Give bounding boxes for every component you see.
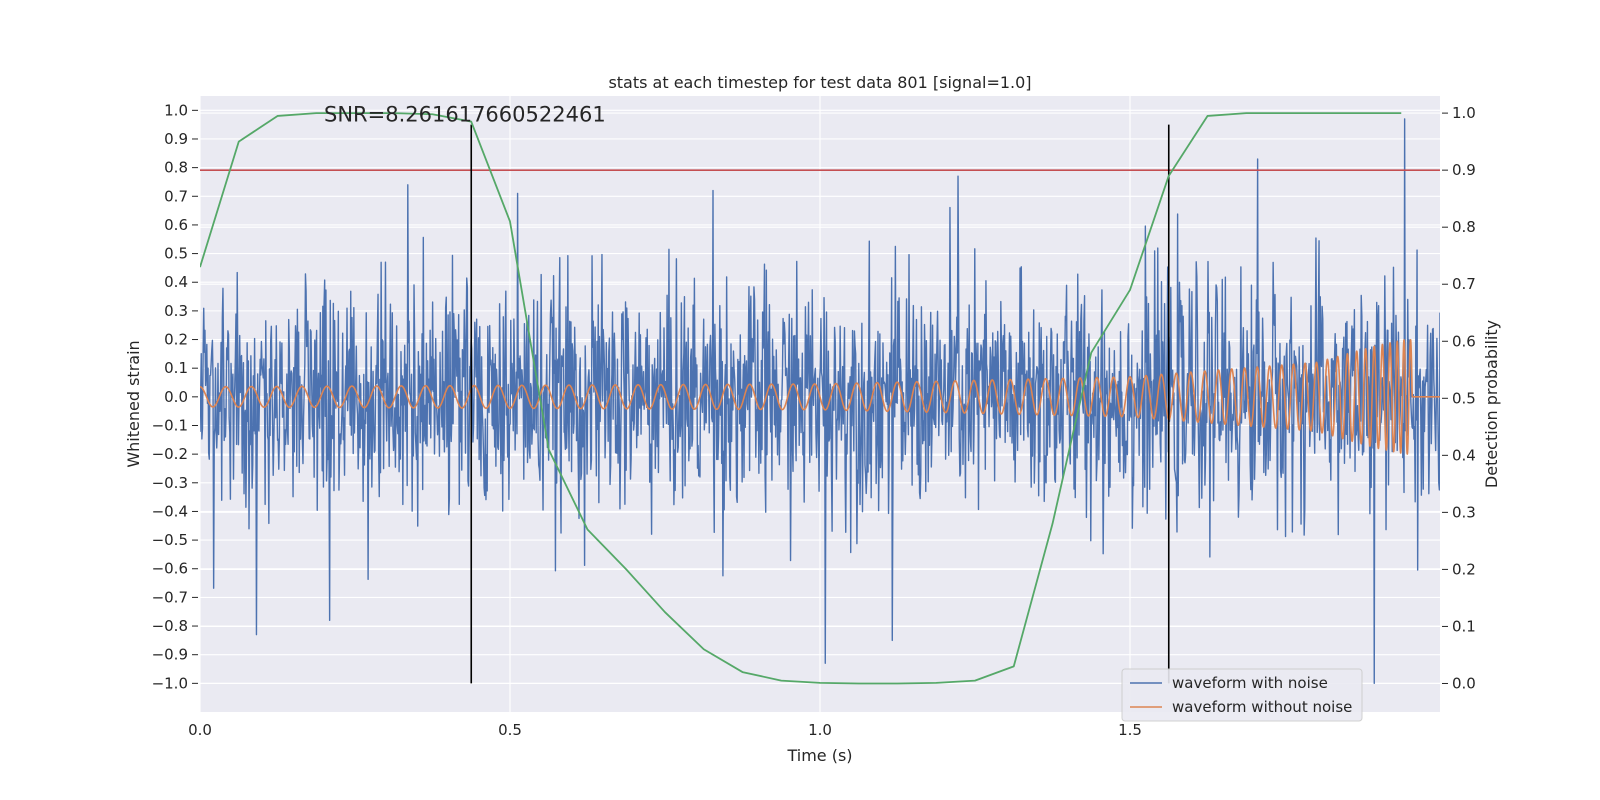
- y2-tick-label: 1.0: [1452, 104, 1476, 122]
- series-layer: [200, 112, 1440, 685]
- y-axis-label: Whitened strain: [124, 340, 143, 467]
- y-tick-label: −0.3: [152, 474, 188, 492]
- y-tick-label: −0.1: [152, 416, 188, 434]
- legend-box: [1121, 668, 1363, 722]
- y2-tick-label: 0.7: [1452, 275, 1476, 293]
- y-tick-label: −0.2: [152, 445, 188, 463]
- y2-tick-label: 0.4: [1452, 446, 1476, 464]
- y2-tick-label: 0.3: [1452, 503, 1476, 521]
- x-tick-label: 1.0: [808, 721, 832, 739]
- y-tick-label: 0.9: [164, 130, 188, 148]
- y-tick-label: −0.8: [152, 617, 188, 635]
- y-tick-label: 0.5: [164, 245, 188, 263]
- y-tick-label: −0.5: [152, 531, 188, 549]
- y2-tick-label: 0.5: [1452, 389, 1476, 407]
- y-tick-label: 0.0: [164, 388, 188, 406]
- series-waveform-without-noise: [200, 338, 1440, 455]
- y-tick-label: −0.9: [152, 646, 188, 664]
- x-tick-label: 0.0: [188, 721, 212, 739]
- x-tick-label: 1.5: [1118, 721, 1142, 739]
- y-tick-label: −0.7: [152, 588, 188, 606]
- y-tick-label: 1.0: [164, 101, 188, 119]
- y-tick-label: −0.6: [152, 560, 188, 578]
- y-tick-label: 0.7: [164, 187, 188, 205]
- y-tick-label: 0.2: [164, 331, 188, 349]
- y2-tick-label: 0.0: [1452, 674, 1476, 692]
- snr-annotation: SNR=8.261617660522461: [324, 103, 606, 127]
- y2-tick-label: 0.2: [1452, 560, 1476, 578]
- y2-axis-label: Detection probability: [1482, 320, 1501, 488]
- legend-label-noisy: waveform with noise: [1172, 674, 1328, 692]
- legend: waveform with noise waveform without noi…: [1121, 668, 1363, 722]
- y-tick-label: 0.1: [164, 359, 188, 377]
- y-tick-label: 0.8: [164, 159, 188, 177]
- x-tick-label: 0.5: [498, 721, 522, 739]
- y-tick-label: 0.3: [164, 302, 188, 320]
- y-tick-labels: 1.0 0.9 0.8 0.7 0.6 0.5 0.4 0.3 0.2 0.1 0.0 −0.1 −0.…: [152, 101, 198, 692]
- y-tick-label: 0.4: [164, 273, 188, 291]
- y2-tick-label: 0.9: [1452, 161, 1476, 179]
- series-detection-probability: [200, 112, 1402, 685]
- chart-title: stats at each timestep for test data 801…: [608, 73, 1031, 92]
- y2-tick-label: 0.8: [1452, 218, 1476, 236]
- y2-tick-labels: 1.0 0.9 0.8 0.7 0.6 0.5 0.4 0.3 0.2 0.1 0.0: [1442, 104, 1476, 692]
- y2-tick-label: 0.6: [1452, 332, 1476, 350]
- y2-tick-label: 0.1: [1452, 617, 1476, 635]
- y-tick-label: 0.6: [164, 216, 188, 234]
- series-waveform-with-noise: [200, 118, 1440, 685]
- y-tick-label: −0.4: [152, 502, 188, 520]
- x-axis-label: Time (s): [786, 746, 852, 765]
- legend-label-clean: waveform without noise: [1172, 698, 1352, 716]
- x-tick-labels: 0.0 0.5 1.0 1.5: [188, 721, 1142, 739]
- y-tick-label: −1.0: [152, 674, 188, 692]
